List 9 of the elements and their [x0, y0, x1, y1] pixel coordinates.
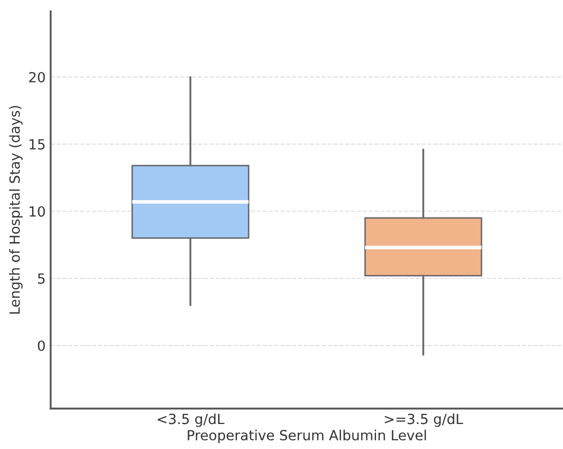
y-tick-label: 0	[38, 340, 45, 351]
y-tick-label: 20	[29, 72, 45, 82]
y-tick-label: 5	[38, 274, 45, 284]
y-axis-title: Length of Hospital Stay (days)	[9, 106, 23, 314]
x-axis-title: Preoperative Serum Albumin Level	[188, 430, 426, 444]
x-tick-label: >=3.5 g/dL	[384, 413, 464, 427]
x-tick-label: <3.5 g/dL	[158, 413, 224, 427]
y-tick-label: 10	[30, 206, 45, 217]
y-tick-label: 15	[30, 139, 45, 150]
